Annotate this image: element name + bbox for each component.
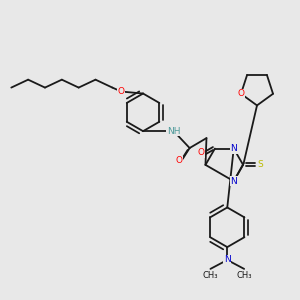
Text: O: O — [118, 87, 125, 96]
Text: CH₃: CH₃ — [236, 271, 252, 280]
Text: NH: NH — [167, 127, 181, 136]
Text: N: N — [230, 144, 237, 153]
Text: O: O — [197, 148, 205, 157]
Text: O: O — [175, 156, 182, 165]
Text: S: S — [257, 160, 263, 169]
Text: N: N — [224, 256, 231, 265]
Text: O: O — [238, 89, 244, 98]
Text: CH₃: CH₃ — [203, 271, 218, 280]
Text: N: N — [230, 177, 237, 186]
